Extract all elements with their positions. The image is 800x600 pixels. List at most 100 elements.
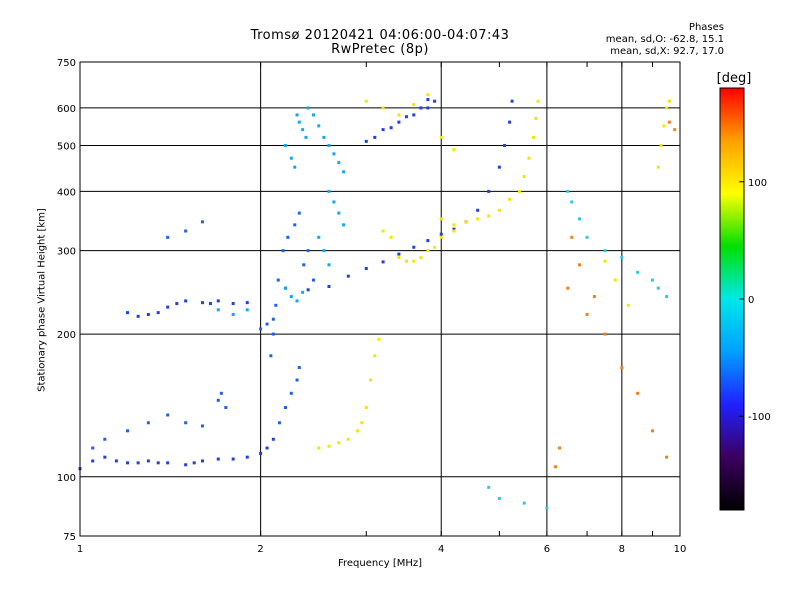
- data-point: [426, 93, 430, 97]
- data-point: [667, 99, 671, 103]
- data-point: [317, 446, 321, 450]
- data-point: [184, 421, 188, 425]
- data-point: [665, 106, 669, 110]
- data-point: [293, 223, 297, 227]
- data-point: [585, 235, 589, 239]
- data-point: [342, 170, 346, 174]
- data-point: [283, 286, 287, 290]
- data-points: [78, 93, 677, 510]
- data-point: [532, 135, 536, 139]
- data-point: [327, 143, 331, 147]
- data-point: [373, 354, 377, 358]
- data-point: [337, 161, 341, 165]
- data-point: [200, 459, 204, 463]
- data-point: [419, 106, 423, 110]
- data-point: [665, 295, 669, 299]
- data-point: [364, 139, 368, 143]
- data-point: [527, 156, 531, 160]
- data-point: [373, 135, 377, 139]
- data-point: [603, 332, 607, 336]
- data-point: [281, 249, 285, 253]
- data-point: [301, 128, 305, 132]
- data-point: [452, 227, 456, 231]
- data-point: [317, 124, 321, 128]
- data-point: [476, 217, 480, 221]
- data-point: [337, 211, 341, 215]
- data-point: [426, 98, 430, 102]
- data-point: [332, 200, 336, 204]
- x-tick-label: 6: [544, 544, 550, 555]
- data-point: [620, 366, 624, 370]
- data-point: [295, 113, 299, 117]
- data-point: [304, 135, 308, 139]
- data-point: [216, 398, 220, 402]
- data-point: [269, 354, 273, 358]
- data-point: [487, 214, 491, 218]
- data-point: [306, 106, 310, 110]
- data-point: [662, 124, 666, 128]
- data-point: [327, 444, 331, 448]
- data-point: [306, 249, 310, 253]
- data-point: [412, 259, 416, 263]
- data-point: [536, 99, 540, 103]
- data-point: [426, 239, 430, 243]
- data-point: [327, 263, 331, 267]
- data-point: [245, 308, 249, 312]
- data-point: [216, 457, 220, 461]
- data-point: [311, 113, 315, 117]
- data-point: [295, 378, 299, 382]
- data-point: [412, 103, 416, 107]
- data-point: [452, 148, 456, 152]
- data-point: [306, 288, 310, 292]
- data-point: [404, 115, 408, 119]
- colorbar-label: [deg]: [717, 71, 752, 86]
- data-point: [297, 366, 301, 370]
- chart-subtitle: RwPretec (8p): [331, 42, 429, 57]
- data-point: [156, 461, 160, 465]
- data-point: [497, 208, 501, 212]
- data-point: [545, 506, 549, 510]
- data-point: [322, 135, 326, 139]
- data-point: [277, 421, 281, 425]
- data-point: [497, 496, 501, 500]
- data-point: [381, 260, 385, 264]
- data-point: [397, 252, 401, 256]
- data-point: [636, 270, 640, 274]
- data-point: [626, 303, 630, 307]
- data-point: [426, 106, 430, 110]
- data-point: [439, 235, 443, 239]
- data-point: [271, 332, 275, 336]
- data-point: [327, 285, 331, 289]
- data-point: [224, 406, 228, 410]
- data-point: [636, 391, 640, 395]
- plot-frame: [79, 61, 681, 537]
- data-point: [659, 143, 663, 147]
- data-point: [208, 302, 212, 306]
- data-point: [346, 274, 350, 278]
- data-point: [91, 459, 95, 463]
- data-point: [146, 312, 150, 316]
- data-point: [274, 303, 278, 307]
- data-point: [103, 455, 107, 459]
- data-point: [603, 249, 607, 253]
- data-point: [146, 421, 150, 425]
- data-point: [570, 200, 574, 204]
- x-tick-label: 8: [619, 544, 625, 555]
- data-point: [114, 459, 118, 463]
- data-point: [259, 327, 263, 331]
- data-point: [166, 305, 170, 309]
- data-point: [522, 175, 526, 179]
- data-point: [364, 267, 368, 271]
- data-point: [265, 322, 269, 326]
- data-point: [126, 461, 130, 465]
- data-point: [216, 308, 220, 312]
- chart-title: Tromsø 20120421 04:06:00-04:07:43: [250, 28, 510, 43]
- data-point: [381, 106, 385, 110]
- data-point: [534, 116, 538, 120]
- colorbar-tick-label: -100: [748, 412, 771, 423]
- y-tick-label: 500: [57, 141, 76, 152]
- data-point: [297, 120, 301, 124]
- data-point: [377, 337, 381, 341]
- data-point: [487, 189, 491, 193]
- data-point: [192, 461, 196, 465]
